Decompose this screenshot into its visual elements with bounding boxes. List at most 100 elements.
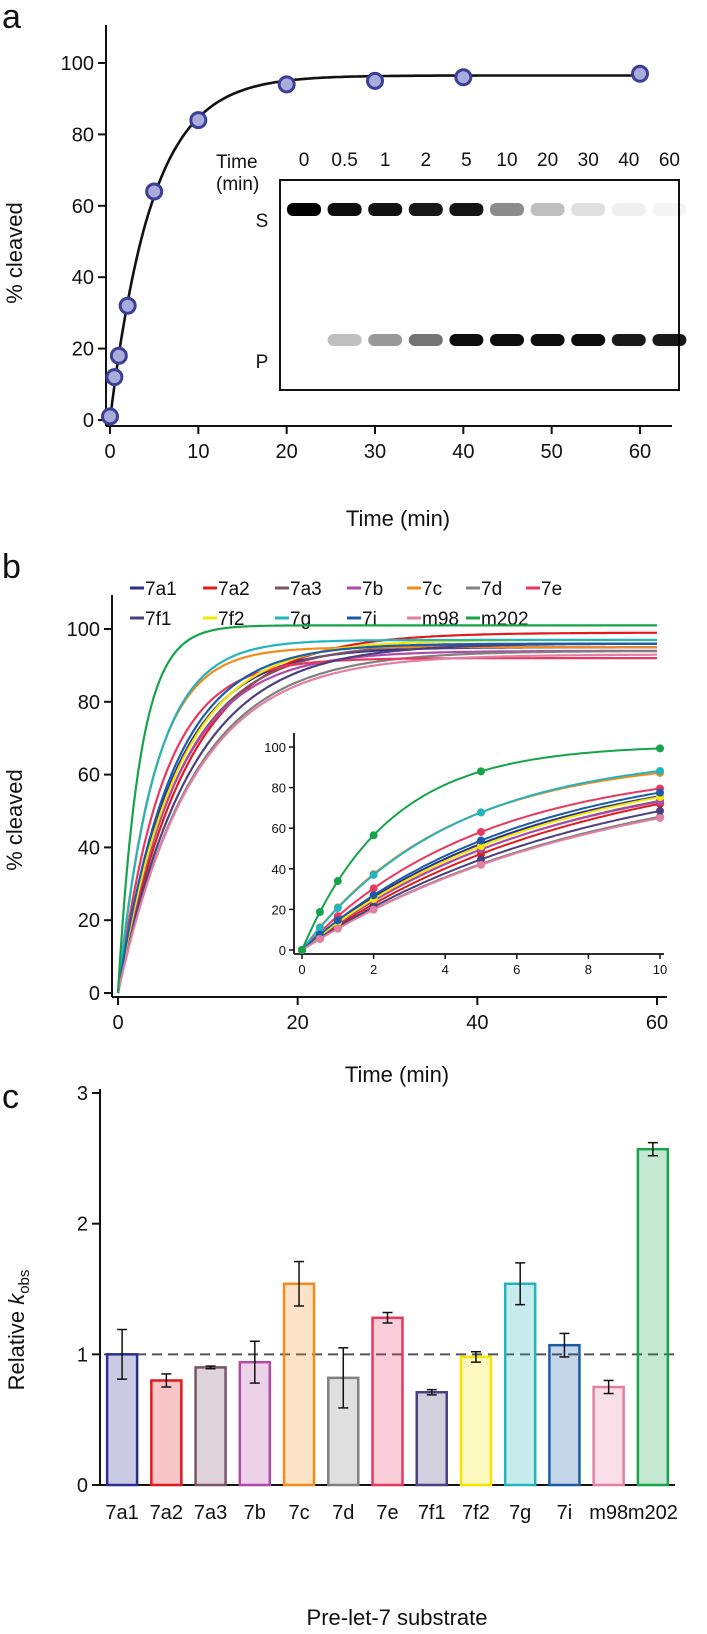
gel-time-unit: (min) [216,174,259,195]
panel-a-x-tick-label: 40 [452,441,474,463]
legend-label-7g: 7g [290,609,311,630]
panel-c-y-tick-label: 3 [77,1083,88,1105]
inset-x-tick-label: 8 [585,962,592,977]
panel-a-y-tick-label: 40 [72,267,94,289]
panel-a-y-tick-label: 20 [72,339,94,361]
panel-b-x-tick-label: 0 [112,1012,123,1034]
gel-substrate-band [530,203,565,216]
inset-y-tick-label: 100 [264,740,286,755]
gel-lane-label: 40 [618,150,639,171]
bar-category-label: m202 [628,1502,678,1524]
panel-a-data-point [277,75,296,94]
panel-b-x-tick-label: 20 [287,1012,309,1034]
inset-x-tick-label: 6 [513,962,520,977]
panel-a-x-tick-label: 60 [629,441,651,463]
gel-lane-label: 20 [537,150,558,171]
inset-x-tick-label: 10 [653,962,667,977]
inset-point-m98 [315,935,324,944]
inset-point-m202 [477,767,485,776]
bar-category-label: m98 [589,1502,628,1524]
gel-lane-label: 2 [421,150,432,171]
inset-y-tick-label: 80 [272,781,286,796]
gel-lane-label: 60 [659,150,680,171]
gel-substrate-band [652,203,687,216]
legend-label-7e: 7e [541,579,562,600]
bar-7f2 [459,1355,493,1487]
curve-7e [116,657,657,994]
gel-product-band [368,334,403,346]
panel-b-y-tick-label: 80 [78,692,100,714]
panel-a-x-axis-label: Time (min) [346,506,450,531]
gel-product-band [449,334,484,346]
legend-label-7f2: 7f2 [218,609,244,630]
inset-x-tick-label: 0 [298,962,305,977]
bar-category-label: 7e [376,1502,398,1524]
panel-a-data-point [366,71,384,90]
bar-7f1 [415,1390,448,1487]
bar-category-label: 7a1 [105,1502,138,1524]
gel-lane-label: 0 [299,150,310,171]
legend-label-7d: 7d [481,579,502,600]
inset-point-7i [656,788,664,797]
panel-a-data-point [101,407,119,426]
gel-product-band [571,334,606,346]
gel-product-band [611,334,646,346]
gel-band-label-s: S [256,211,269,232]
curve-7g [116,638,657,994]
legend-label-7a1: 7a1 [145,579,177,600]
gel-substrate-band [449,203,484,216]
inset-x-tick-label: 4 [442,962,449,977]
panel-b-x-axis-label: Time (min) [345,1062,449,1087]
panel-a-y-tick-label: 100 [61,53,94,75]
panel-a-x-tick-label: 30 [364,441,386,463]
bar-category-label: 7a2 [150,1502,183,1524]
panel-letter-c: c [2,1078,19,1116]
panel-a-x-tick-label: 20 [276,441,298,463]
bar-category-label: 7f1 [418,1502,446,1524]
inset-point-7e [369,884,378,893]
panel-b-y-tick-label: 40 [78,837,100,859]
legend-label-7a3: 7a3 [290,579,322,600]
panel-c-y-axis-label-sub: obs [16,1270,33,1294]
gel-lane-label: 5 [461,150,472,171]
gel-substrate-band [408,203,443,216]
panel-a-data-point [454,68,473,87]
panel-b-x-tick-label: 40 [466,1012,488,1034]
inset-y-tick-label: 60 [272,821,286,836]
gel-lane-label: 30 [578,150,599,171]
panel-b-y-tick-label: 60 [78,765,100,787]
bar-7i [548,1343,581,1487]
bar-7a2 [150,1379,183,1487]
bar-category-label: 7d [332,1502,354,1524]
inset-point-m202 [369,831,378,840]
curve-m202 [116,624,657,994]
inset-y-tick-label: 20 [272,902,286,917]
inset-point-m98 [369,905,378,914]
gel-substrate-band [368,203,403,216]
gel-inset: Time (min) 0 0.5 1 2 5 10 20 30 40 60 S P [216,150,687,391]
gel-substrate-band [490,203,524,216]
panel-c-y-axis-label-prefix: Relative [4,1305,29,1391]
panel-c-y-tick-label: 2 [77,1214,88,1236]
legend-label-m202: m202 [481,609,529,630]
panel-b-y-tick-label: 20 [78,910,100,932]
inset-point-7g [369,870,378,879]
gel-substrate-band [571,203,606,216]
inset-point-m98 [477,860,485,869]
panel-c-y-axis-label: Relative kobs [4,1270,33,1391]
gel-product-band [530,334,565,346]
inset-point-7f1 [656,806,664,815]
curve-7d [116,650,657,994]
gel-substrate-band [327,203,362,216]
panel-c-x-axis-label: Pre-let-7 substrate [307,1605,488,1630]
panel-a-data-point [631,64,649,83]
inset-point-7i [333,916,342,925]
gel-product-band [408,334,443,346]
gel-lane-label: 10 [496,150,517,171]
panel-a-data-point [145,182,164,201]
gel-lane-label: 0.5 [331,150,357,171]
panel-letter-b: b [2,548,21,586]
panel-c-y-tick-label: 0 [77,1475,88,1497]
